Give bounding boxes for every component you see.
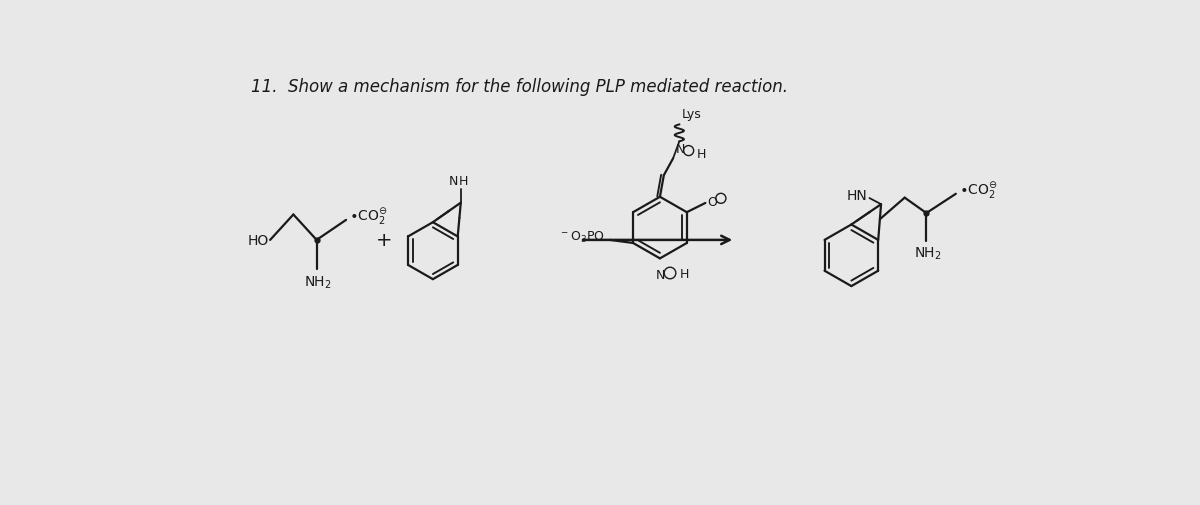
Text: H: H [696,148,706,161]
Text: N: N [676,143,685,156]
Text: 11.  Show a mechanism for the following PLP mediated reaction.: 11. Show a mechanism for the following P… [251,78,787,96]
Text: N: N [449,175,457,188]
Text: NH$_2$: NH$_2$ [914,245,942,262]
Text: N: N [655,269,665,282]
Text: $\bullet$CO$_2^{\ominus}$: $\bullet$CO$_2^{\ominus}$ [959,180,997,201]
Text: O: O [708,195,718,209]
Text: +: + [376,231,392,250]
Text: H: H [679,267,689,280]
Text: HO: HO [248,233,269,247]
Text: $\bullet$CO$_2^{\ominus}$: $\bullet$CO$_2^{\ominus}$ [349,206,388,227]
Text: NH$_2$: NH$_2$ [304,275,331,291]
Text: $^-$O$_3$PO: $^-$O$_3$PO [559,230,605,245]
Text: HN: HN [846,188,868,203]
Text: Lys: Lys [682,108,701,121]
Text: H: H [458,175,468,188]
